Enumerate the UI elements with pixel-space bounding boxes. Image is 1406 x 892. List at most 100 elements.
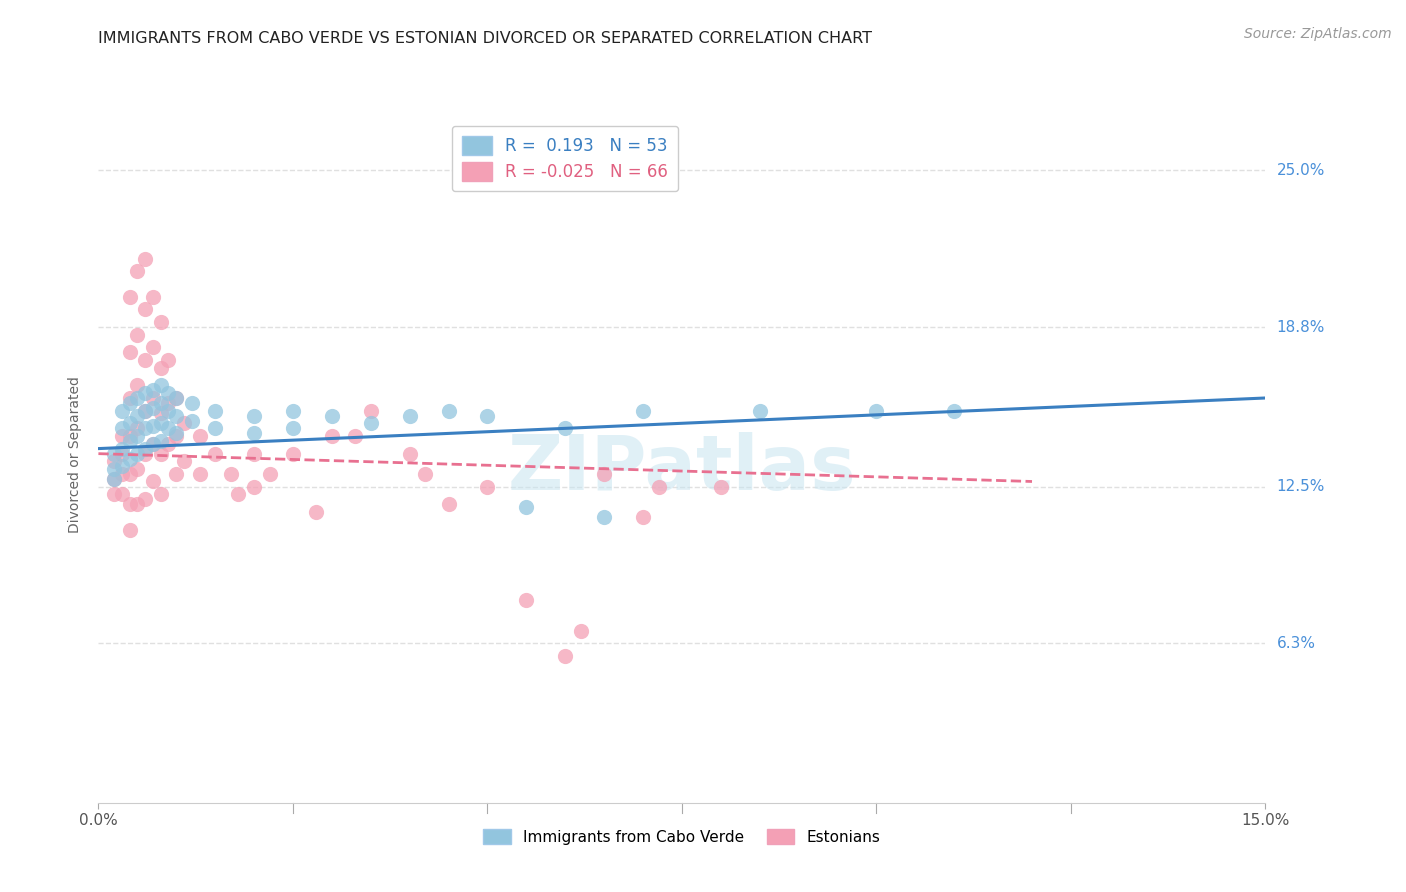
Point (118, 451, 141, 466)
Point (943, 403, 966, 417)
Point (118, 396, 141, 410)
Point (142, 475, 165, 489)
Point (647, 479, 669, 493)
Point (134, 447, 156, 461)
Point (142, 418, 165, 433)
Point (127, 391, 149, 405)
Point (149, 315, 172, 329)
Point (103, 487, 125, 501)
Point (437, 497, 460, 511)
Point (398, 447, 420, 461)
Point (865, 403, 887, 417)
Text: IMMIGRANTS FROM CABO VERDE VS ESTONIAN DIVORCED OR SEPARATED CORRELATION CHART: IMMIGRANTS FROM CABO VERDE VS ESTONIAN D… (98, 31, 872, 46)
Point (149, 360, 172, 375)
Point (149, 447, 172, 461)
Y-axis label: Divorced or Separated: Divorced or Separated (69, 376, 83, 533)
Point (118, 497, 141, 511)
Point (103, 472, 125, 486)
Point (748, 403, 770, 417)
Point (134, 302, 156, 317)
Point (437, 403, 460, 417)
Point (134, 252, 156, 266)
Point (111, 467, 134, 481)
Point (142, 436, 165, 450)
Point (103, 462, 125, 476)
Point (204, 421, 226, 435)
Point (243, 426, 266, 441)
Point (477, 479, 499, 493)
Point (111, 459, 134, 474)
Point (360, 417, 382, 431)
Point (173, 454, 195, 468)
Point (243, 479, 266, 493)
Legend: Immigrants from Cabo Verde, Estonians: Immigrants from Cabo Verde, Estonians (477, 822, 887, 851)
Point (134, 492, 156, 507)
Point (569, 624, 592, 638)
Point (157, 421, 180, 435)
Point (111, 403, 134, 417)
Point (127, 462, 149, 476)
Point (142, 290, 165, 304)
Point (149, 434, 172, 448)
Point (118, 290, 141, 304)
Point (281, 403, 304, 417)
Point (710, 479, 733, 493)
Point (321, 409, 343, 423)
Point (118, 434, 141, 448)
Point (228, 487, 250, 501)
Point (165, 391, 187, 405)
Point (281, 421, 304, 435)
Point (149, 396, 172, 410)
Point (259, 467, 281, 481)
Point (127, 378, 149, 392)
Point (593, 467, 616, 481)
Text: 18.8%: 18.8% (1277, 319, 1324, 334)
Point (103, 447, 125, 461)
Point (118, 467, 141, 481)
Point (344, 429, 367, 443)
Point (111, 429, 134, 443)
Point (127, 409, 149, 423)
Text: Source: ZipAtlas.com: Source: ZipAtlas.com (1244, 27, 1392, 41)
Point (142, 384, 165, 398)
Point (118, 345, 141, 359)
Point (631, 509, 654, 524)
Point (165, 429, 187, 443)
Point (134, 421, 156, 435)
Point (111, 487, 134, 501)
Text: 25.0%: 25.0% (1277, 163, 1324, 178)
Point (111, 447, 134, 461)
Point (321, 429, 343, 443)
Point (142, 401, 165, 416)
Point (165, 409, 187, 423)
Point (554, 648, 576, 663)
Point (180, 396, 202, 410)
Point (127, 447, 149, 461)
Point (157, 353, 180, 368)
Point (157, 386, 180, 401)
Point (204, 403, 226, 417)
Point (142, 340, 165, 354)
Point (188, 429, 211, 443)
Point (149, 417, 172, 431)
Text: 12.5%: 12.5% (1277, 479, 1324, 494)
Point (118, 523, 141, 537)
Point (149, 378, 172, 392)
Point (515, 500, 537, 514)
Point (127, 421, 149, 435)
Point (631, 403, 654, 417)
Point (134, 403, 156, 417)
Text: ZIPatlas: ZIPatlas (508, 432, 856, 506)
Point (219, 467, 242, 481)
Point (165, 391, 187, 405)
Point (593, 509, 616, 524)
Point (243, 409, 266, 423)
Point (149, 487, 172, 501)
Point (127, 429, 149, 443)
Point (134, 353, 156, 368)
Point (127, 497, 149, 511)
Point (118, 429, 141, 443)
Point (204, 447, 226, 461)
Point (477, 409, 499, 423)
Point (360, 403, 382, 417)
